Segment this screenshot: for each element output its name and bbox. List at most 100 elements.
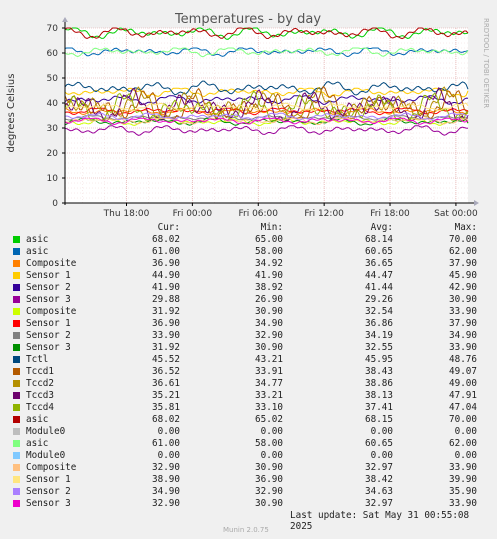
legend-min: 65.00 — [255, 234, 283, 245]
legend-min: 38.92 — [255, 282, 283, 293]
legend-series-name: Composite — [26, 258, 77, 269]
legend-swatch — [13, 308, 20, 315]
legend-series-name: Sensor 3 — [26, 294, 71, 305]
header-cur: Cur: — [157, 222, 180, 233]
legend-cur: 36.90 — [152, 318, 180, 329]
legend-cur: 68.02 — [152, 414, 180, 425]
x-tick-label: Fri 18:00 — [370, 209, 410, 219]
legend-min: 36.90 — [255, 474, 283, 485]
legend-series-name: Sensor 2 — [26, 486, 71, 497]
legend-max: 39.90 — [449, 474, 477, 485]
legend-cur: 61.00 — [152, 438, 180, 449]
legend-min: 34.90 — [255, 318, 283, 329]
legend-series-name: Composite — [26, 306, 77, 317]
legend-min: 32.90 — [255, 486, 283, 497]
legend-series-name: Tccd4 — [26, 402, 54, 413]
legend-avg: 60.65 — [365, 438, 393, 449]
x-tick-label: Fri 00:00 — [173, 209, 213, 219]
legend-swatch — [13, 368, 20, 375]
legend-avg: 32.55 — [365, 342, 393, 353]
y-tick-label: 30 — [47, 124, 59, 134]
legend-max: 33.90 — [449, 306, 477, 317]
legend-avg: 0.00 — [370, 426, 393, 437]
legend-cur: 45.52 — [152, 354, 180, 365]
chart-title: Temperatures - by day — [174, 12, 321, 27]
legend-cur: 38.90 — [152, 474, 180, 485]
last-update: Last update: Sat May 31 00:55:08 2025 — [290, 510, 470, 532]
legend-avg: 36.65 — [365, 258, 393, 269]
legend-row: Sensor 3 32.90 30.90 32.97 33.90 — [0, 498, 497, 510]
legend-max: 70.00 — [449, 234, 477, 245]
legend-row: Sensor 1 38.90 36.90 38.42 39.90 — [0, 474, 497, 486]
legend-swatch — [13, 296, 20, 303]
legend-swatch — [13, 476, 20, 483]
legend-row: asic 68.02 65.00 68.14 70.00 — [0, 234, 497, 246]
legend-series-name: Sensor 3 — [26, 342, 71, 353]
series-line — [64, 47, 469, 58]
y-tick-label: 0 — [52, 199, 58, 209]
legend-avg: 41.44 — [365, 282, 393, 293]
legend-row: Sensor 2 34.90 32.90 34.63 35.90 — [0, 486, 497, 498]
legend-row: Sensor 3 31.92 30.90 32.55 33.90 — [0, 342, 497, 354]
legend-table: Cur: Min: Avg: Max: asic 68.02 65.00 68.14 7… — [0, 222, 497, 510]
legend-avg: 34.19 — [365, 330, 393, 341]
legend-swatch — [13, 236, 20, 243]
legend-swatch — [13, 500, 20, 507]
legend-row: Module0 0.00 0.00 0.00 0.00 — [0, 426, 497, 438]
legend-header: Cur: Min: Avg: Max: — [0, 222, 497, 234]
legend-row: Tctl 45.52 43.21 45.95 48.76 — [0, 354, 497, 366]
legend-cur: 41.90 — [152, 282, 180, 293]
header-avg: Avg: — [370, 222, 393, 233]
legend-max: 48.76 — [449, 354, 477, 365]
legend-series-name: asic — [26, 234, 49, 245]
legend-cur: 35.81 — [152, 402, 180, 413]
legend-series-name: Composite — [26, 462, 77, 473]
legend-avg: 29.26 — [365, 294, 393, 305]
legend-max: 0.00 — [454, 450, 477, 461]
legend-max: 70.00 — [449, 414, 477, 425]
legend-row: asic 68.02 65.02 68.15 70.00 — [0, 414, 497, 426]
munin-version: Munin 2.0.75 — [223, 526, 269, 534]
legend-min: 33.21 — [255, 390, 283, 401]
legend-cur: 29.88 — [152, 294, 180, 305]
legend-avg: 45.95 — [365, 354, 393, 365]
legend-series-name: asic — [26, 438, 49, 449]
legend-row: Module0 0.00 0.00 0.00 0.00 — [0, 450, 497, 462]
legend-avg: 34.63 — [365, 486, 393, 497]
legend-swatch — [13, 260, 20, 267]
y-tick-labels: 0 10 20 30 40 50 60 70 — [47, 24, 65, 209]
legend-cur: 61.00 — [152, 246, 180, 257]
legend-series-name: Tctl — [26, 354, 49, 365]
series-line — [64, 47, 469, 58]
legend-swatch — [13, 332, 20, 339]
y-tick-label: 50 — [47, 74, 59, 84]
legend-cur: 35.21 — [152, 390, 180, 401]
legend-max: 49.00 — [449, 378, 477, 389]
header-min: Min: — [260, 222, 283, 233]
legend-rows: asic 68.02 65.00 68.14 70.00 asic 61.00 58.00 60… — [0, 234, 497, 510]
legend-swatch — [13, 272, 20, 279]
legend-cur: 34.90 — [152, 486, 180, 497]
legend-cur: 36.61 — [152, 378, 180, 389]
legend-min: 65.02 — [255, 414, 283, 425]
legend-swatch — [13, 404, 20, 411]
header-max: Max: — [454, 222, 477, 233]
legend-max: 37.90 — [449, 318, 477, 329]
legend-max: 37.90 — [449, 258, 477, 269]
legend-swatch — [13, 380, 20, 387]
legend-row: Sensor 2 41.90 38.92 41.44 42.90 — [0, 282, 497, 294]
x-axis-arrow — [474, 200, 479, 206]
y-tick-label: 70 — [47, 24, 59, 34]
legend-swatch — [13, 320, 20, 327]
legend-series-name: Sensor 3 — [26, 498, 71, 509]
legend-series-name: Module0 — [26, 426, 66, 437]
legend-row: Composite 31.92 30.90 32.54 33.90 — [0, 306, 497, 318]
legend-max: 62.00 — [449, 246, 477, 257]
legend-max: 33.90 — [449, 342, 477, 353]
legend-row: Sensor 2 33.90 32.90 34.19 34.90 — [0, 330, 497, 342]
legend-avg: 68.14 — [365, 234, 393, 245]
legend-swatch — [13, 464, 20, 471]
legend-swatch — [13, 248, 20, 255]
legend-avg: 0.00 — [370, 450, 393, 461]
legend-series-name: Sensor 2 — [26, 282, 71, 293]
